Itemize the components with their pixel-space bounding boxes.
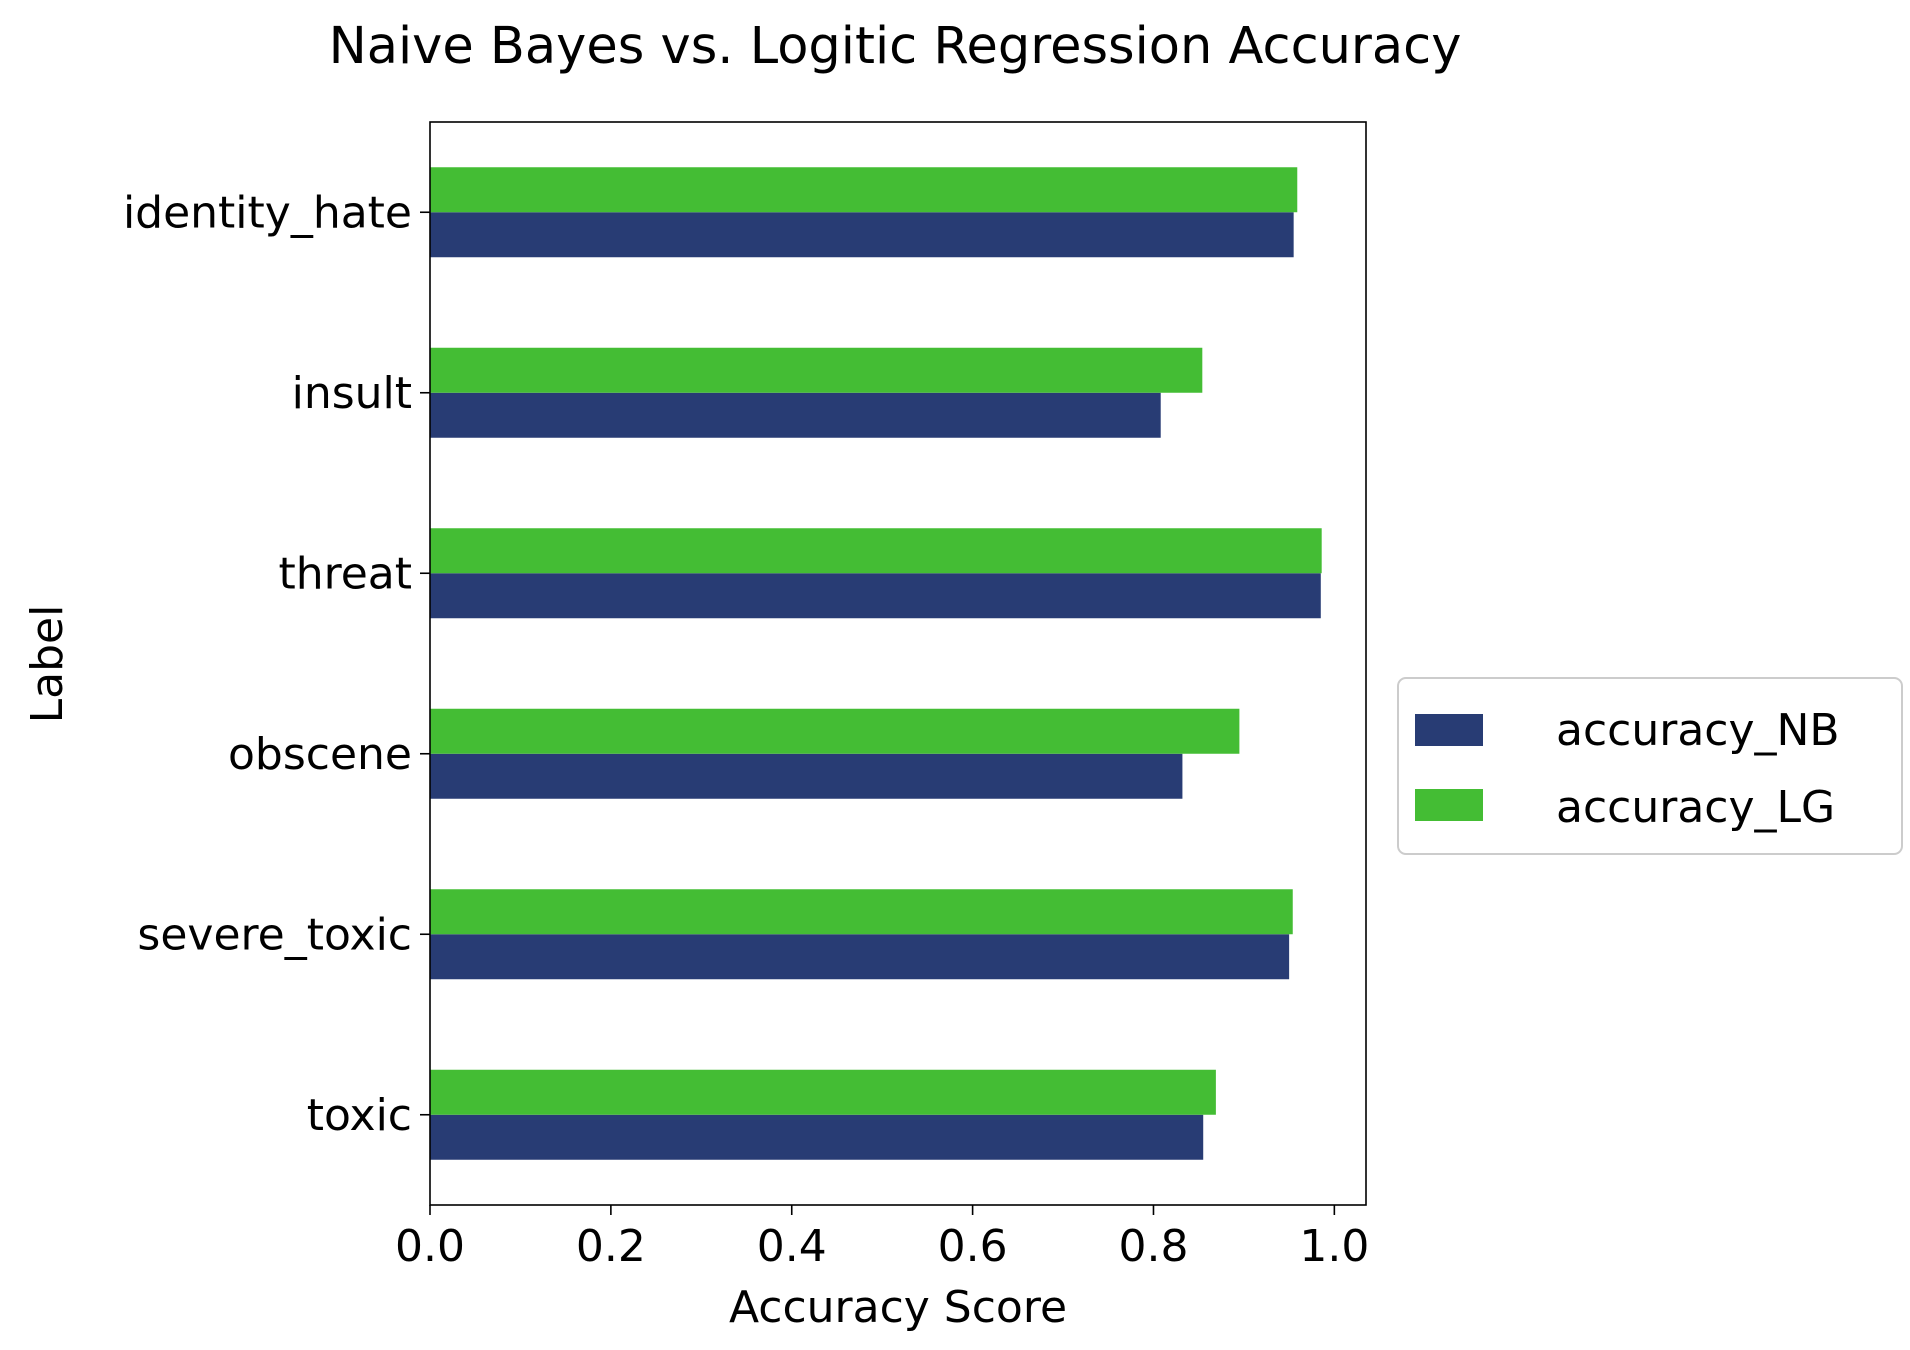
chart-title: Naive Bayes vs. Logitic Regression Accur… — [329, 17, 1462, 76]
bar-accuracy_LG-insult — [430, 347, 1203, 393]
legend-label-nb: accuracy_NB — [1556, 705, 1840, 756]
x-tick-label-0.2: 0.2 — [576, 1221, 646, 1272]
x-tick-label-0.0: 0.0 — [395, 1221, 465, 1272]
x-axis-label: Accuracy Score — [729, 1282, 1067, 1333]
bar-accuracy_NB-toxic — [430, 1114, 1204, 1160]
y-tick-label-insult: insult — [292, 368, 412, 419]
bar-accuracy_NB-obscene — [430, 753, 1183, 799]
x-tick-label-1.0: 1.0 — [1299, 1221, 1369, 1272]
legend: accuracy_NB accuracy_LG — [1397, 677, 1903, 855]
legend-swatch-nb — [1415, 714, 1483, 746]
bar-accuracy_LG-severe_toxic — [430, 889, 1293, 935]
bar-accuracy_LG-identity_hate — [430, 167, 1298, 213]
bar-accuracy_LG-toxic — [430, 1069, 1216, 1115]
bars-group — [430, 167, 1322, 1160]
bar-accuracy_NB-insult — [430, 392, 1161, 438]
y-tick-label-threat: threat — [278, 548, 412, 599]
x-tick-label-0.4: 0.4 — [757, 1221, 827, 1272]
legend-swatch-lg — [1415, 789, 1483, 821]
y-axis-ticks: toxic severe_toxic obscene threat insult iden… — [123, 187, 430, 1141]
bar-accuracy_NB-threat — [430, 573, 1321, 619]
x-tick-label-0.6: 0.6 — [938, 1221, 1008, 1272]
bar-accuracy_LG-threat — [430, 528, 1322, 574]
y-tick-label-obscene: obscene — [228, 729, 412, 780]
x-tick-label-0.8: 0.8 — [1118, 1221, 1188, 1272]
legend-label-lg: accuracy_LG — [1556, 782, 1835, 833]
plot-frame — [429, 121, 1367, 1206]
bar-accuracy_NB-severe_toxic — [430, 934, 1290, 980]
legend-box — [1397, 677, 1903, 855]
bar-accuracy_LG-obscene — [430, 708, 1240, 754]
y-tick-label-severe_toxic: severe_toxic — [137, 909, 412, 960]
y-tick-label-identity_hate: identity_hate — [123, 187, 412, 238]
y-axis-label: Label — [22, 605, 73, 724]
y-tick-label-toxic: toxic — [307, 1090, 412, 1141]
x-axis-ticks: 0.0 0.2 0.4 0.6 0.8 1.0 — [395, 1205, 1369, 1272]
bar-accuracy_NB-identity_hate — [430, 212, 1294, 258]
